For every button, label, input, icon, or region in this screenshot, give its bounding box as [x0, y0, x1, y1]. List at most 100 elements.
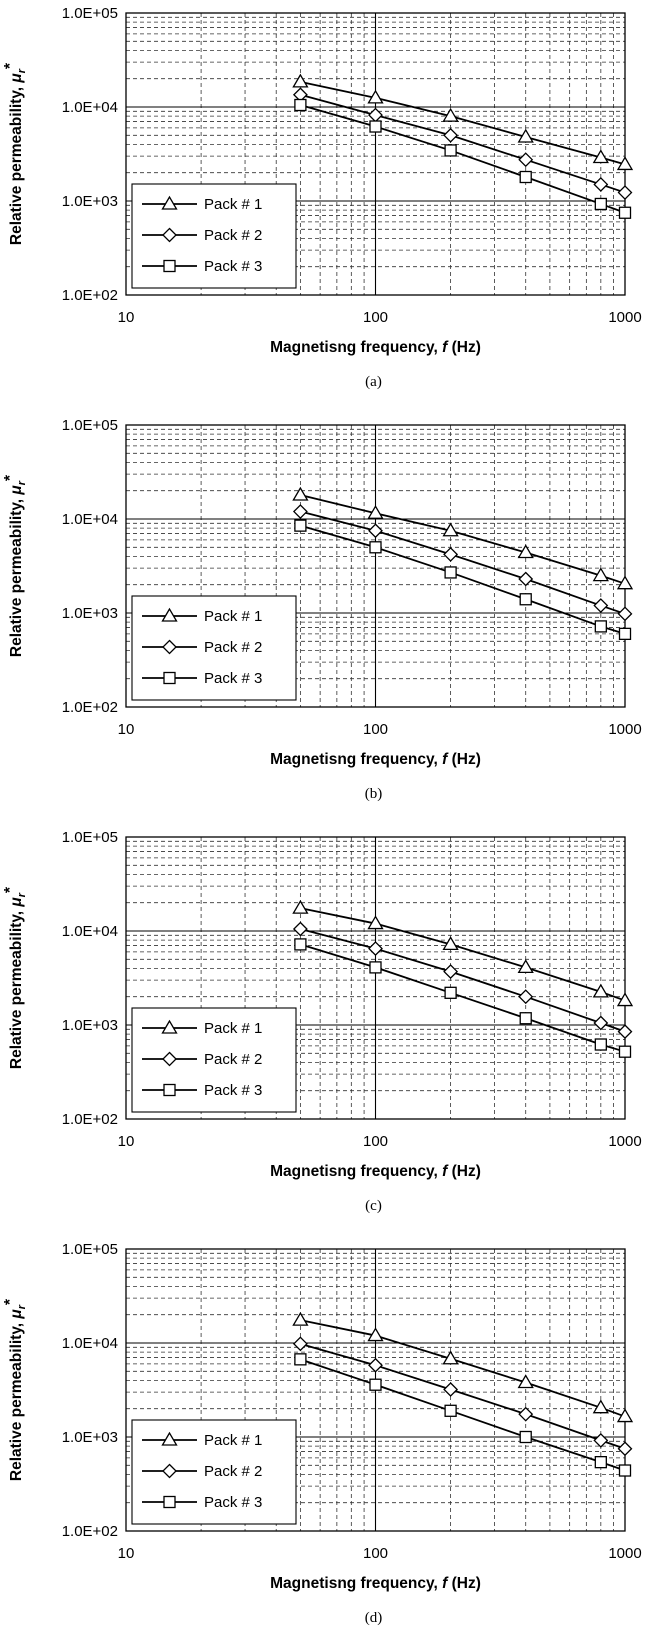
y-tick-label: 1.0E+04 — [62, 923, 118, 940]
chart-panel-b: 1.0E+02 1.0E+03 1.0E+04 1.0E+05 10 100 1000 Mag… — [2, 417, 642, 802]
legend-marker — [161, 195, 178, 210]
series-1 — [292, 899, 634, 1007]
legend-marker — [161, 607, 178, 622]
data-point — [617, 1024, 633, 1040]
data-point — [292, 486, 309, 501]
y-axis-label: Relative permeability, μr* — [2, 1298, 28, 1481]
y-tick-label: 1.0E+04 — [62, 1335, 118, 1352]
y-axis-label: Relative permeability, μr* — [2, 62, 28, 245]
y-axis-label: Relative permeability, μr* — [2, 886, 28, 1069]
data-point — [294, 98, 307, 112]
panel-caption: (d) — [365, 1610, 383, 1626]
data-point — [617, 185, 633, 200]
legend-box — [131, 1007, 297, 1113]
legend-marker — [163, 1495, 176, 1509]
x-tick-label: 1000 — [608, 1545, 641, 1562]
x-axis-label: Magnetisng frequency, f (Hz) — [270, 1575, 481, 1592]
series-3 — [294, 938, 632, 1058]
x-axis-label: Magnetisng frequency, f (Hz) — [270, 1163, 481, 1180]
series-line — [300, 1358, 626, 1472]
series-line — [300, 1342, 626, 1450]
x-tick-label: 1000 — [608, 309, 641, 326]
data-point — [367, 915, 384, 930]
data-point — [369, 120, 382, 133]
series-line — [300, 81, 626, 166]
legend-label: Pack # 2 — [204, 227, 262, 244]
series-1 — [292, 486, 634, 590]
data-point — [292, 73, 309, 88]
data-point — [593, 598, 609, 613]
data-point — [294, 938, 307, 951]
data-point — [517, 1374, 534, 1389]
series-line — [300, 93, 626, 194]
series-3 — [294, 519, 632, 641]
x-tick-label: 10 — [118, 309, 135, 326]
y-tick-label: 1.0E+03 — [62, 1017, 118, 1034]
legend-box — [131, 1419, 297, 1525]
data-point — [367, 89, 384, 104]
x-tick-label: 100 — [363, 721, 388, 738]
data-point — [443, 964, 459, 980]
grid — [126, 837, 625, 1119]
data-point — [594, 1038, 607, 1051]
legend-marker — [162, 639, 177, 655]
data-point — [616, 1408, 634, 1423]
series-line — [300, 907, 626, 1002]
legend-label: Pack # 1 — [204, 1020, 262, 1037]
data-point — [592, 567, 609, 582]
data-point — [294, 1353, 307, 1366]
series-2 — [292, 87, 633, 200]
data-point — [292, 899, 309, 914]
data-point — [444, 986, 457, 999]
panel-caption: (a) — [365, 374, 382, 390]
legend-label: Pack # 3 — [204, 1082, 262, 1099]
data-point — [444, 566, 457, 579]
series-1 — [292, 1311, 634, 1423]
data-point — [368, 941, 383, 957]
legend-label: Pack # 2 — [204, 1463, 262, 1480]
grid — [126, 13, 625, 295]
legend: Pack # 1 Pack # 2 Pack # 3 — [131, 1419, 297, 1525]
data-point — [292, 921, 308, 937]
x-axis-label: Magnetisng frequency, f (Hz) — [270, 339, 481, 356]
y-tick-label: 1.0E+05 — [62, 829, 118, 846]
data-point — [616, 156, 634, 171]
legend-marker — [163, 671, 176, 685]
y-tick-label: 1.0E+03 — [62, 605, 118, 622]
data-point — [292, 504, 308, 519]
legend-box — [131, 183, 297, 289]
y-tick-label: 1.0E+02 — [62, 1523, 118, 1540]
panel-caption: (c) — [365, 1198, 382, 1214]
x-tick-label: 1000 — [608, 1133, 641, 1150]
plot-frame — [125, 12, 626, 296]
data-point — [442, 522, 459, 537]
series-3 — [294, 98, 632, 219]
data-point — [618, 1045, 632, 1058]
series-line — [300, 1319, 626, 1418]
panel-caption: (b) — [365, 786, 383, 802]
chart-panel-c: 1.0E+02 1.0E+03 1.0E+04 1.0E+05 10 100 1000 Mag… — [2, 829, 642, 1214]
data-point — [518, 152, 534, 168]
data-point — [594, 1456, 607, 1469]
legend: Pack # 1 Pack # 2 Pack # 3 — [131, 595, 297, 701]
legend-label: Pack # 2 — [204, 639, 262, 656]
legend-marker — [163, 259, 176, 273]
legend: Pack # 1 Pack # 2 Pack # 3 — [131, 1007, 297, 1113]
data-point — [368, 107, 383, 123]
x-tick-label: 100 — [363, 1133, 388, 1150]
legend-marker — [162, 1051, 177, 1067]
y-tick-label: 1.0E+02 — [62, 699, 118, 716]
data-point — [519, 1430, 532, 1444]
data-point — [368, 523, 383, 539]
x-tick-label: 10 — [118, 1545, 135, 1562]
chart-panel-d: 1.0E+02 1.0E+03 1.0E+04 1.0E+05 10 100 1000 Mag… — [2, 1241, 642, 1626]
data-point — [618, 1464, 632, 1477]
y-tick-label: 1.0E+03 — [62, 1429, 118, 1446]
plot-frame — [125, 1248, 626, 1532]
series-1 — [292, 73, 634, 171]
data-point — [369, 541, 382, 554]
data-point — [592, 1399, 609, 1414]
data-point — [292, 1336, 308, 1352]
